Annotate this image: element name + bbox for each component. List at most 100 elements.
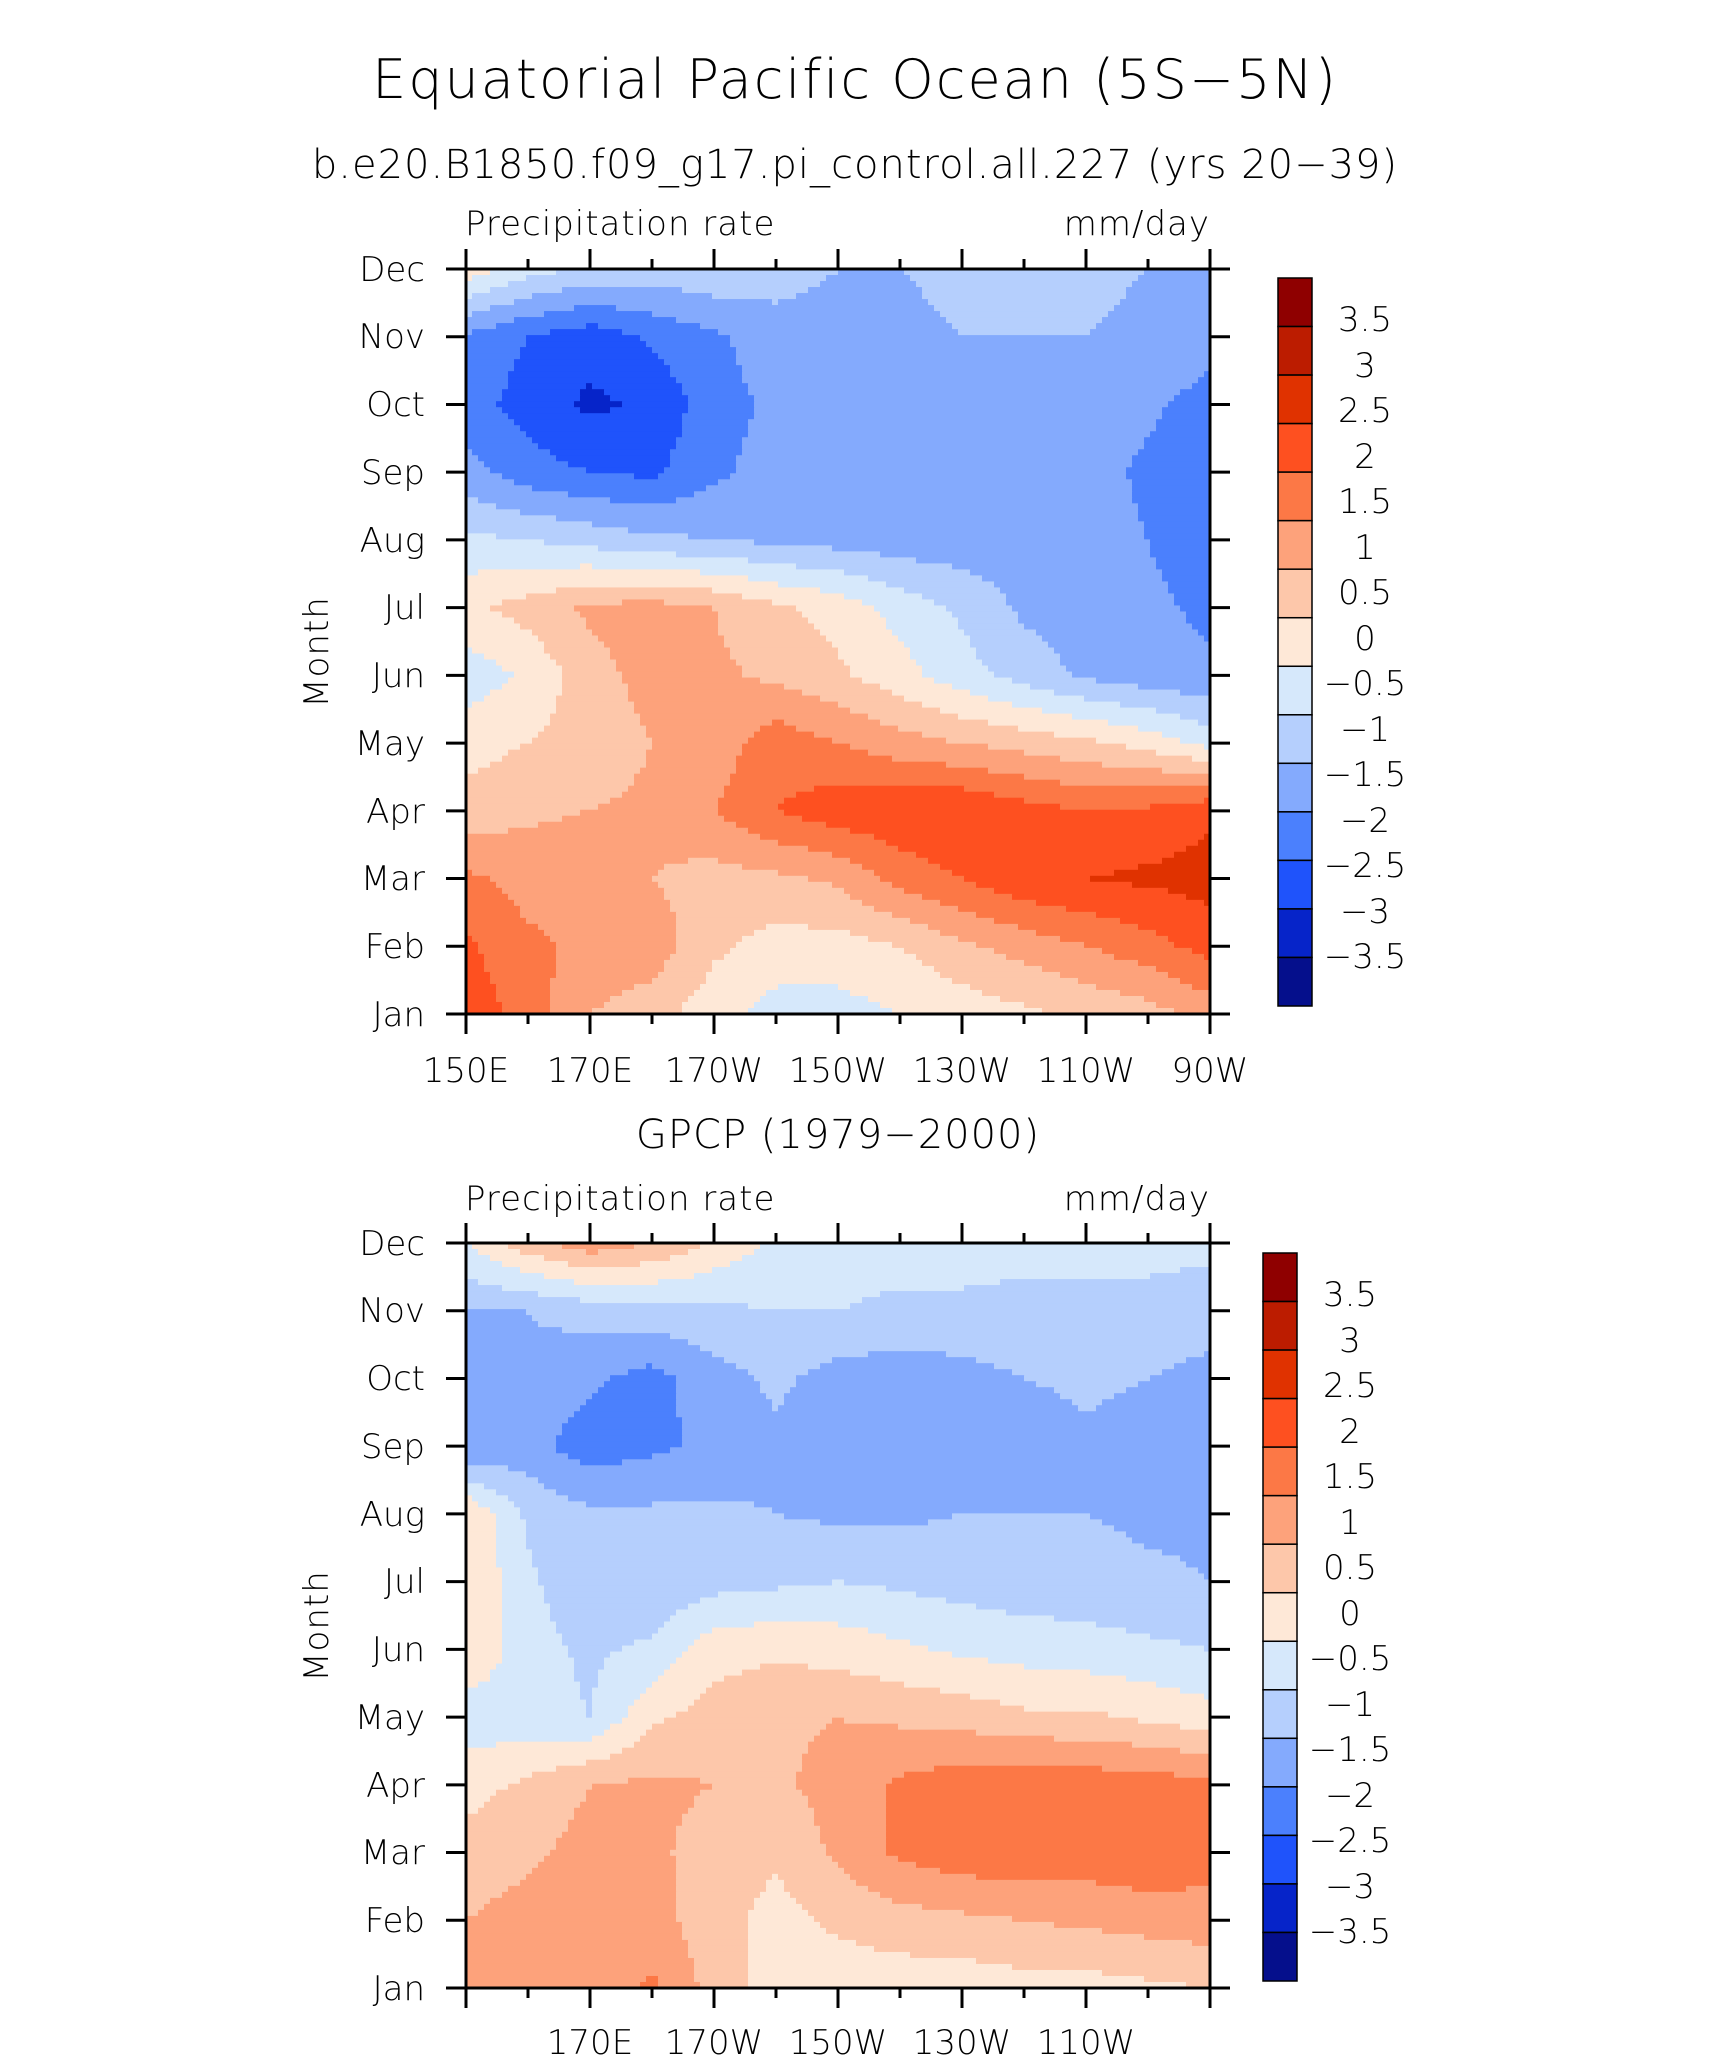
contour-cell xyxy=(526,275,827,282)
contour-cell xyxy=(556,941,677,949)
contour-cell xyxy=(466,383,509,390)
contour-cell xyxy=(886,1585,1211,1593)
contour-cell xyxy=(610,1753,803,1761)
contour-cell xyxy=(466,1915,677,1923)
contour-cell xyxy=(562,1831,677,1839)
contour-cell xyxy=(1126,1675,1211,1683)
contour-cell xyxy=(1180,1687,1211,1695)
contour-cell xyxy=(784,1885,869,1893)
contour-cell xyxy=(466,557,749,564)
colorbar-swatch xyxy=(1262,1494,1298,1545)
contour-cell xyxy=(628,785,725,793)
contour-cell xyxy=(466,1579,503,1587)
y-tick-label: Feb xyxy=(365,1901,425,1941)
contour-cell xyxy=(1162,731,1211,739)
colorbar-swatch xyxy=(1262,1931,1298,1982)
contour-cell xyxy=(634,983,701,991)
contour-cell xyxy=(466,1735,593,1743)
contour-cell xyxy=(670,905,875,913)
contour-cell xyxy=(676,923,767,931)
contour-cell xyxy=(1204,953,1211,961)
contour-cell xyxy=(700,1693,971,1701)
contour-cell xyxy=(850,665,923,673)
contour-cell xyxy=(490,305,575,312)
contour-cell xyxy=(916,1591,1211,1599)
contour-cell xyxy=(568,1819,683,1827)
contour-cell xyxy=(1126,1627,1211,1635)
contour-cell xyxy=(1054,1387,1127,1394)
contour-cell xyxy=(1180,1639,1211,1647)
contour-cell xyxy=(748,1921,821,1929)
contour-cell xyxy=(466,1699,587,1707)
contour-cell xyxy=(880,875,965,883)
contour-cell xyxy=(682,389,749,396)
contour-cell xyxy=(466,1243,473,1250)
contour-cell xyxy=(1174,599,1211,607)
contour-cell xyxy=(850,857,929,865)
contour-cell xyxy=(544,1483,1211,1490)
contour-cell xyxy=(682,1001,755,1009)
contour-cell xyxy=(1066,665,1211,673)
contour-cell xyxy=(634,773,731,781)
contour-cell xyxy=(778,1873,851,1881)
contour-cell xyxy=(670,1663,761,1671)
contour-cell xyxy=(676,1885,767,1893)
contour-cell xyxy=(1162,407,1211,414)
contour-cell xyxy=(646,1729,821,1737)
contour-cell xyxy=(466,473,503,480)
contour-cell xyxy=(1012,605,1181,613)
contour-cell xyxy=(466,593,527,601)
contour-cell xyxy=(664,1621,755,1629)
colorbar-label: 3 xyxy=(1339,1321,1361,1361)
contour-cell xyxy=(466,911,521,919)
contour-cell xyxy=(502,665,563,673)
contour-cell xyxy=(928,1519,1103,1526)
panel-model: b.e20.B1850.f09_g17.pi_control.all.227 (… xyxy=(297,142,1406,1091)
contour-cell xyxy=(652,347,737,354)
contour-cell xyxy=(964,1285,1211,1292)
contour-cell xyxy=(466,1543,497,1551)
contour-cell xyxy=(478,569,701,577)
contour-cell xyxy=(886,617,959,625)
contour-cell xyxy=(634,779,731,787)
contour-cell xyxy=(874,1945,1211,1953)
contour-cell xyxy=(466,1843,557,1851)
contour-cell xyxy=(502,473,635,480)
contour-cell xyxy=(1024,749,1157,757)
contour-cell xyxy=(850,827,1211,835)
contour-cell xyxy=(946,605,1013,613)
colorbar-label: 2.5 xyxy=(1323,1366,1377,1406)
contour-cell xyxy=(1144,443,1211,450)
contour-cell xyxy=(682,1441,1211,1448)
contour-cell xyxy=(1156,929,1211,937)
contour-cell xyxy=(670,365,743,372)
contour-cell xyxy=(586,1795,695,1803)
contour-cell xyxy=(838,269,905,276)
contour-cell xyxy=(556,1441,683,1448)
contour-cell xyxy=(466,827,509,835)
contour-cell xyxy=(544,1255,671,1262)
contour-cell xyxy=(622,1747,809,1755)
contour-cell xyxy=(694,1699,1001,1707)
contour-cell xyxy=(466,905,521,913)
contour-cell xyxy=(1144,521,1211,528)
contour-cell xyxy=(472,449,551,456)
contour-cell xyxy=(700,1597,947,1605)
contour-cell xyxy=(628,689,803,697)
contour-cell xyxy=(466,1753,611,1761)
contour-cell xyxy=(1114,1525,1211,1532)
contour-cell xyxy=(466,899,515,907)
contour-cell xyxy=(922,959,1025,967)
colorbar-swatch xyxy=(1277,519,1313,570)
contour-cell xyxy=(466,491,569,498)
contour-cell xyxy=(466,1783,509,1791)
contour-cell xyxy=(484,959,557,967)
colorbar-swatch xyxy=(1277,471,1313,522)
contour-cell xyxy=(676,551,881,558)
contour-cell xyxy=(466,1387,599,1394)
contour-cell xyxy=(676,1879,767,1887)
y-tick-label: Dec xyxy=(359,250,425,290)
contour-cell xyxy=(958,329,1091,336)
contour-cell xyxy=(466,1729,605,1737)
contour-cell xyxy=(466,1291,539,1298)
